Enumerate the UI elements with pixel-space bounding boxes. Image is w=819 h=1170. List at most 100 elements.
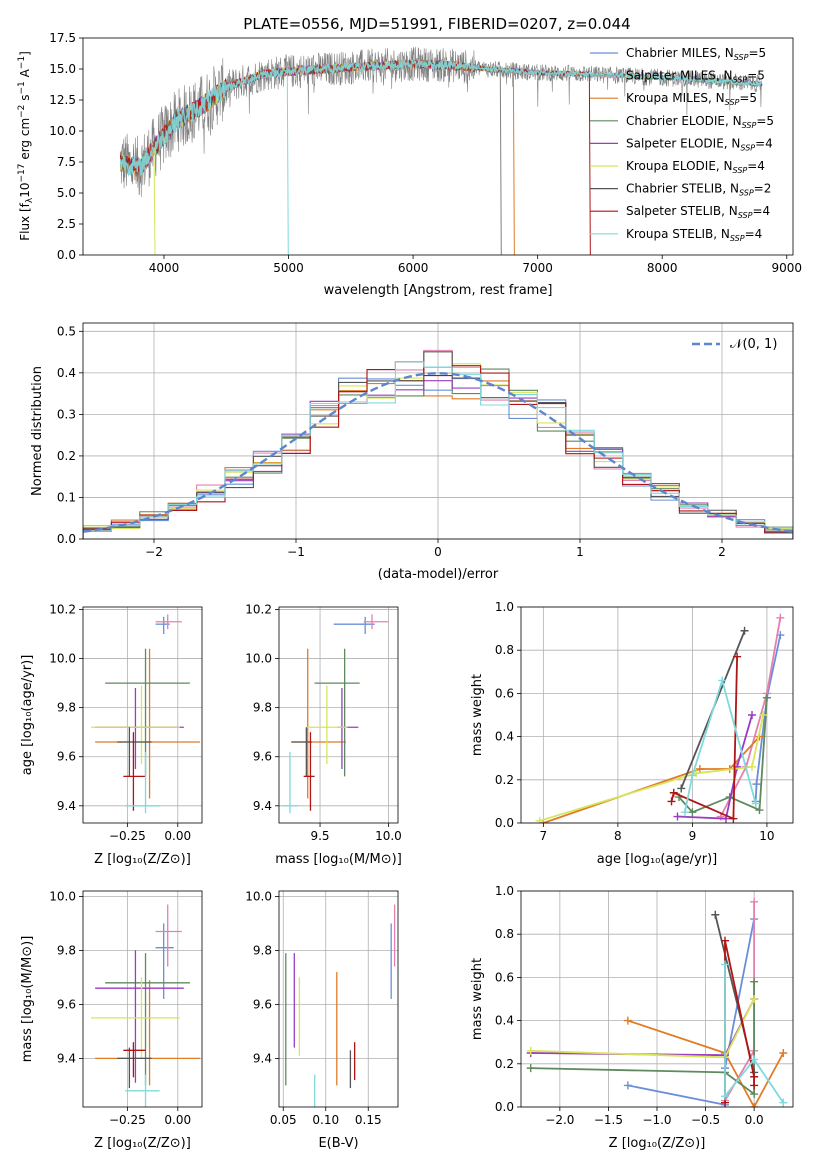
spectrum-xtick-label: 5000 [273,261,304,275]
ebv_mass-xtick-label: 0.10 [312,1113,339,1127]
age_weight-xtick-label: 8 [614,829,622,843]
legend-entry: Salpeter STELIB, NSSP=4 [626,204,770,220]
residuals-xtick-label: −2 [145,545,163,559]
weight-marker-kroupa_elodie [535,816,544,823]
age_weight-ytick-label: 0.4 [495,730,514,744]
weight-line-kroupa_elodie [539,714,765,822]
ebv_mass-ytick-label: 9.4 [253,1051,272,1065]
spectrum-model-kroupa_stelib [119,58,763,178]
legend-entry: Chabrier STELIB, NSSP=2 [626,182,771,198]
weight-marker-chabrier_stelib [711,910,720,919]
weight-marker-chabrier_elodie [762,693,771,702]
weight-marker-kroupa_stelib [688,771,697,780]
spectrum-xtick-label: 6000 [398,261,429,275]
age_weight-ytick-label: 0.8 [495,643,514,657]
ebv_mass-axes: 0.05 0.10 0.15 9.4 9.6 9.8 10.0 [245,889,398,1127]
weight-marker-salpeter_stelib [750,1072,759,1081]
z_mass-ytick-label: 10.0 [49,889,76,903]
residuals-frame [82,322,794,540]
weight-line-salpeter_elodie [677,714,753,820]
ebv_mass-plot [285,904,396,1107]
ebv_mass-ytick-label: 9.8 [253,943,272,957]
z_weight-xtick-label: −1.0 [642,1113,671,1127]
weight-marker-chabrier_stelib [677,784,686,793]
weight-marker-kroupa_stelib [751,799,760,808]
weight-line-chabrier_elodie [530,981,755,1096]
z_age-frame [82,606,203,824]
ebv_mass-frame [278,890,399,1108]
residuals-ytick-label: 0.5 [57,324,76,338]
z_weight-xtick-label: −0.5 [691,1113,720,1127]
weight-marker-salpeter_miles [776,613,785,622]
spectrum-legend: Chabrier MILES, NSSP=5 Salpeter MILES, NS… [590,46,774,243]
z_age-ytick-label: 10.2 [49,602,76,616]
mass_age-ytick-label: 10.2 [245,602,272,616]
legend-entry: Kroupa ELODIE, NSSP=4 [626,159,765,175]
z_weight-ytick-label: 0.8 [495,927,514,941]
age_weight-xtick-label: 10 [759,829,774,843]
z_age-ylabel: age [log₁₀(age/yr)] [20,655,35,776]
legend-normal-label: 𝒩(0, 1) [730,337,777,352]
age_weight-plot [535,613,785,823]
z_weight-plot [526,897,788,1107]
legend-entry: Kroupa STELIB, NSSP=4 [626,227,762,243]
weight-marker-salpeter_stelib [750,1081,759,1090]
spectrum-xtick-label: 7000 [522,261,553,275]
z_age-xtick-label: −0.25 [109,829,146,843]
z_age-xlabel: Z [log₁₀(Z/Z⊙)] [94,852,191,867]
spectrum-xtick-label: 9000 [771,261,802,275]
weight-marker-chabrier_elodie [688,808,697,817]
spectrum-xtick-label: 4000 [149,261,180,275]
spectrum-ytick-label: 5.0 [57,186,76,200]
spectrum-ytick-label: 17.5 [49,31,76,45]
mass_age-axes: 9.5 10.0 9.4 9.6 9.8 10.0 10.2 [245,602,402,843]
spectrum-ytick-label: 0.0 [57,248,76,262]
age_weight-ytick-label: 0.0 [495,816,514,830]
age_weight-frame [520,606,794,824]
spectrum-line-drop [512,70,515,255]
weight-marker-kroupa_stelib [779,1098,788,1107]
age_weight-ytick-label: 0.6 [495,686,514,700]
figure-title: PLATE=0556, MJD=51991, FIBERID=0207, z=0… [243,15,630,33]
legend-entry: Kroupa MILES, NSSP=5 [626,91,757,107]
weight-marker-salpeter_stelib [721,936,729,945]
z_weight-xtick-label: −2.0 [545,1113,574,1127]
residuals-xtick-label: 1 [576,545,584,559]
spectrum-line-drop [499,69,502,255]
z_age-ytick-label: 9.4 [57,799,76,813]
spectrum-ytick-label: 10.0 [49,124,76,138]
spectrum-line-drop [286,71,289,255]
spectrum-ytick-label: 7.5 [57,155,76,169]
z_mass-ytick-label: 9.8 [57,943,76,957]
weight-marker-salpeter_stelib [729,814,738,823]
spectrum-ytick-label: 12.5 [49,93,76,107]
z_weight-ytick-label: 0.6 [495,970,514,984]
z_mass-axes: −0.25 0.00 9.4 9.6 9.8 10.0 [49,889,202,1127]
legend-entry: Chabrier ELODIE, NSSP=5 [626,114,774,130]
z_weight-xtick-label: −1.5 [594,1113,623,1127]
weight-line-salpeter_stelib [670,656,738,821]
age_weight-xtick-label: 9 [689,829,697,843]
z_age-ytick-label: 9.8 [57,701,76,715]
mass_age-ytick-label: 9.4 [253,799,272,813]
ebv_mass-ytick-label: 10.0 [245,889,272,903]
age_weight-ytick-label: 0.2 [495,773,514,787]
residuals-axes: −2 −1 0 1 2 0.0 0.1 0.2 0.3 0.4 0.5 [57,323,793,559]
legend-entry: Chabrier MILES, NSSP=5 [626,46,766,62]
z_weight-ytick-label: 1.0 [495,884,514,898]
spectrum-frame [82,37,794,256]
age_weight-background [521,607,793,823]
residuals-xtick-label: 2 [718,545,726,559]
weight-marker-kroupa_stelib [680,808,689,817]
normal-curve [83,372,793,533]
mass_age-ytick-label: 9.6 [253,750,272,764]
weight-marker-salpeter_stelib [667,797,676,806]
z_age-ytick-label: 10.0 [49,652,76,666]
age_weight-ylabel: mass weight [470,674,485,756]
mass_age-xtick-label: 10.0 [375,829,402,843]
weight-marker-kroupa_miles [695,765,704,773]
residuals-xtick-label: −1 [287,545,305,559]
z_mass-ytick-label: 9.6 [57,997,76,1011]
plot-layer: 4000 5000 6000 7000 8000 90000.02.55.07.510.0… [17,31,802,1151]
